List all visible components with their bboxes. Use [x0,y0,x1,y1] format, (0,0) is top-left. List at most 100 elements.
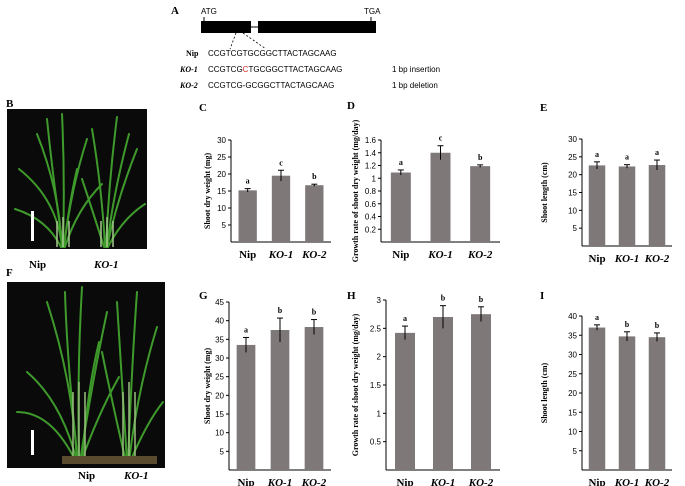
y-axis-label: Shoot length (cm) [540,362,549,423]
y-axis-label: Shoot dry weight (mg) [203,348,212,425]
y-tick-label: 0.8 [365,187,377,196]
y-tick-label: 20 [568,171,577,180]
y-tick-label: 2.5 [370,324,382,333]
chart-h: 0.5 1 1.5 2 2.5 3 Growth rate of shoot dry wei… [351,294,500,486]
bar-nip [588,165,606,246]
panel-letter-h: H [347,290,356,302]
y-tick-label: 25 [568,153,577,162]
seq-label-nip: Nip [186,49,199,58]
y-tick-label: 2 [377,353,382,362]
significance-letter: c [439,134,443,143]
bar-nip [238,190,257,242]
y-tick-label: 20 [217,170,226,179]
significance-letter: a [625,153,629,162]
seq-label-ko1: KO-1 [179,65,198,74]
bar-ko-2 [304,327,324,470]
panel-letter-d: D [347,100,355,112]
significance-letter: a [595,313,599,322]
x-category-label: KO-1 [268,249,293,261]
x-category-label: KO-2 [644,477,670,486]
significance-letter: a [246,177,250,186]
y-tick-label: 5 [573,447,578,456]
note-ko2: 1 bp deletion [392,81,438,90]
significance-letter: b [479,295,484,304]
significance-letter: b [478,153,483,162]
bar-ko-1 [618,166,636,246]
note-ko1: 1 bp insertion [392,65,440,74]
y-tick-label: 1.5 [370,381,382,390]
y-tick-label: 1 [372,174,377,183]
x-category-label: KO-2 [644,253,670,265]
plant-photo-b [7,109,147,249]
y-tick-label: 15 [568,408,577,417]
bar-nip [236,344,256,470]
y-tick-label: 35 [215,335,224,344]
seq-label-ko2: KO-2 [179,81,198,90]
x-category-label: KO-1 [614,253,639,265]
bar-ko-1 [433,317,453,470]
chart-e: 5 10 15 20 25 30 Shoot length (cm) a Nip a KO-1 a KO… [540,135,672,265]
y-axis-label: Growth rate of shoot dry weight (mg/day) [351,119,360,262]
significance-letter: b [655,321,660,330]
significance-letter: c [279,158,283,167]
exon-1 [201,21,251,33]
photo-b-label-ko1: KO-1 [94,259,119,271]
bar-ko-2 [648,337,666,470]
bar-ko-2 [305,185,324,242]
y-tick-label: 20 [568,389,577,398]
chart-d: 0.2 0.4 0.6 0.8 1 1.2 1.4 1.6 Growth rate of sho… [351,119,500,262]
bar-ko-1 [270,330,290,470]
significance-letter: a [655,148,659,157]
chart-g: 5 10 15 20 25 30 35 40 45 Shoot dry weight (mg) a N… [203,298,331,486]
y-tick-label: 30 [217,136,226,145]
y-tick-label: 30 [215,354,224,363]
x-category-label: KO-2 [301,477,327,486]
x-category-label: KO-1 [267,477,292,486]
bar-ko-1 [430,152,451,242]
y-tick-label: 0.2 [365,225,377,234]
x-category-label: KO-2 [301,249,327,261]
significance-letter: b [625,320,630,329]
y-tick-label: 25 [217,153,226,162]
significance-letter: a [595,150,599,159]
x-category-label: KO-2 [467,249,493,261]
photo-b-label-nip: Nip [29,259,47,271]
panel-letter-e: E [540,102,548,114]
y-tick-label: 10 [568,428,577,437]
photo-f-label-nip: Nip [78,470,96,482]
bar-ko-2 [470,166,491,242]
zoom-line-left [229,32,237,50]
y-tick-label: 10 [215,429,224,438]
exon-2 [258,21,376,33]
panel-letter-i: I [540,290,545,302]
x-category-label: Nip [237,477,254,486]
y-tick-label: 3 [377,296,382,305]
y-tick-label: 5 [222,221,227,230]
y-axis-label: Shoot length (cm) [540,162,549,223]
x-category-label: KO-1 [614,477,639,486]
x-category-label: KO-1 [427,249,452,261]
significance-letter: b [312,308,317,317]
y-tick-label: 40 [568,312,577,321]
x-category-label: Nip [396,477,413,486]
y-tick-label: 1.6 [365,136,377,145]
significance-letter: b [312,172,317,181]
photo-f-label-ko1: KO-1 [124,470,149,482]
stop-codon-label: TGA [364,7,381,16]
significance-letter: a [399,158,403,167]
plant-illustration-f [16,286,164,464]
y-axis-label: Growth rate of shoot dry weight (mg/day) [351,313,360,456]
y-tick-label: 0.5 [370,438,382,447]
y-tick-label: 0.6 [365,200,377,209]
bar-ko-2 [471,314,491,470]
x-category-label: Nip [392,249,409,261]
bar-nip [395,332,415,470]
plant-illustration-b [14,113,146,248]
panel-letter-g: G [199,290,208,302]
y-tick-label: 15 [217,187,226,196]
bar-ko-2 [648,165,666,246]
panel-letter-c: C [199,102,207,114]
significance-letter: b [278,306,283,315]
